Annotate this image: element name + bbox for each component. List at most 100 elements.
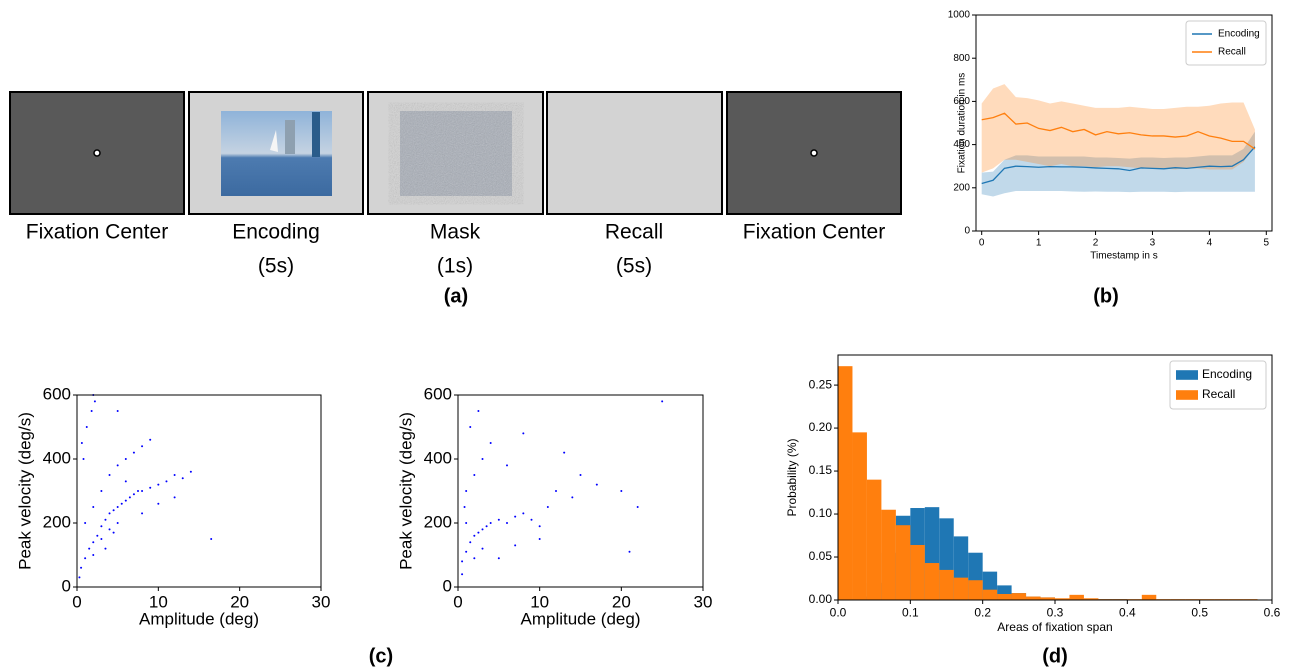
point xyxy=(157,483,160,486)
point xyxy=(481,528,484,531)
histogram-bar xyxy=(1069,594,1084,600)
point xyxy=(84,557,87,560)
point xyxy=(112,531,115,534)
caption: (d) xyxy=(1042,645,1068,667)
point xyxy=(104,547,107,550)
point xyxy=(461,560,464,563)
legend-box xyxy=(1185,20,1267,66)
point xyxy=(473,474,476,476)
point xyxy=(173,496,176,499)
x-tick-label: 10 xyxy=(530,593,549,612)
point xyxy=(469,426,472,428)
screens xyxy=(9,91,902,215)
x-tick-label: 0.4 xyxy=(1119,605,1136,619)
point xyxy=(173,474,176,476)
point xyxy=(181,477,184,480)
y-tick-label: 400 xyxy=(43,448,71,467)
x-axis-label: Timestamp in s xyxy=(1090,251,1157,262)
point xyxy=(506,464,508,467)
point xyxy=(120,502,123,505)
y-tick-label: 600 xyxy=(424,384,452,403)
x-tick-label: 20 xyxy=(230,593,249,612)
y-tick-label: 0.25 xyxy=(809,377,833,391)
histogram-bar xyxy=(838,366,853,600)
point xyxy=(189,470,192,473)
x-tick-label: 0.6 xyxy=(1264,605,1281,619)
plot-area xyxy=(461,400,664,576)
screen-duration: (1s) xyxy=(437,255,473,278)
x-tick-label: 5 xyxy=(1264,238,1270,249)
point xyxy=(84,522,87,524)
point xyxy=(92,506,95,508)
x-tick-label: 0.0 xyxy=(830,605,847,619)
chart: 0 200 400 600 800 1000 0 1 2 3 4 5 Timestamp in s Fix… xyxy=(948,10,1273,262)
mask-noise-texture xyxy=(400,111,512,196)
point xyxy=(85,426,88,428)
y-tick-label: 200 xyxy=(424,512,452,531)
y-tick-label: 200 xyxy=(953,182,970,193)
x-tick-label: 30 xyxy=(694,593,713,612)
y-tick-label: 0 xyxy=(62,576,71,595)
confidence-band xyxy=(981,131,1255,197)
point xyxy=(497,557,500,560)
x-tick-label: 30 xyxy=(312,593,331,612)
x-tick-label: 10 xyxy=(149,593,168,612)
point xyxy=(522,432,525,435)
point xyxy=(530,518,533,521)
legend-swatch xyxy=(1176,390,1198,400)
point xyxy=(481,458,484,460)
point xyxy=(465,550,468,553)
point xyxy=(116,410,119,412)
screen-label: Fixation Center xyxy=(26,221,168,244)
point xyxy=(157,502,160,505)
y-axis-label: Peak velocity (deg/s) xyxy=(15,412,34,570)
point xyxy=(497,518,500,521)
chart: 0 200 400 600 0 10 20 30 Amplitude (deg) Peak vel… xyxy=(396,384,712,628)
histogram-bar xyxy=(982,589,998,600)
point xyxy=(137,490,139,492)
point xyxy=(506,522,508,524)
point xyxy=(463,506,466,508)
x-tick-label: 1 xyxy=(1036,238,1042,249)
point xyxy=(92,554,95,556)
caption: (b) xyxy=(1093,285,1119,307)
point xyxy=(124,458,127,460)
point xyxy=(90,410,93,412)
point xyxy=(141,445,144,448)
point xyxy=(481,547,484,550)
histogram-bar xyxy=(1026,596,1041,600)
histogram-bar xyxy=(953,577,969,600)
y-axis-label: Fixation duration in ms xyxy=(957,73,968,174)
legend-label: Recall xyxy=(1202,387,1235,401)
histogram-bar xyxy=(1083,598,1099,600)
axes-frame xyxy=(457,394,704,588)
point xyxy=(100,490,103,492)
point xyxy=(579,474,582,476)
screen-duration: (5s) xyxy=(258,255,294,278)
point xyxy=(149,486,152,489)
chart: 0.00 0.05 0.10 0.15 0.20 0.25 0.0 0.1 0.2 0.3 0.4 0… xyxy=(785,354,1281,634)
point xyxy=(477,531,480,534)
screen-label: Fixation Center xyxy=(743,221,885,244)
photo-building xyxy=(285,120,295,154)
point xyxy=(80,442,83,444)
point xyxy=(124,480,127,483)
y-tick-label: 1000 xyxy=(948,10,971,21)
point xyxy=(465,522,468,524)
point xyxy=(132,451,135,454)
point xyxy=(489,522,492,524)
chart: 0 200 400 600 0 10 20 30 Amplitude (deg) Peak vel… xyxy=(15,384,330,628)
x-tick-label: 0.2 xyxy=(974,605,991,619)
x-tick-label: 4 xyxy=(1207,238,1213,249)
screen-label: Recall xyxy=(605,221,663,244)
y-tick-label: 0.00 xyxy=(809,592,833,606)
point xyxy=(546,506,549,508)
point xyxy=(165,480,168,483)
point xyxy=(538,538,541,540)
y-tick-label: 800 xyxy=(953,53,970,64)
histogram-bar xyxy=(1141,594,1157,600)
y-tick-label: 0 xyxy=(443,576,452,595)
point xyxy=(141,512,144,515)
